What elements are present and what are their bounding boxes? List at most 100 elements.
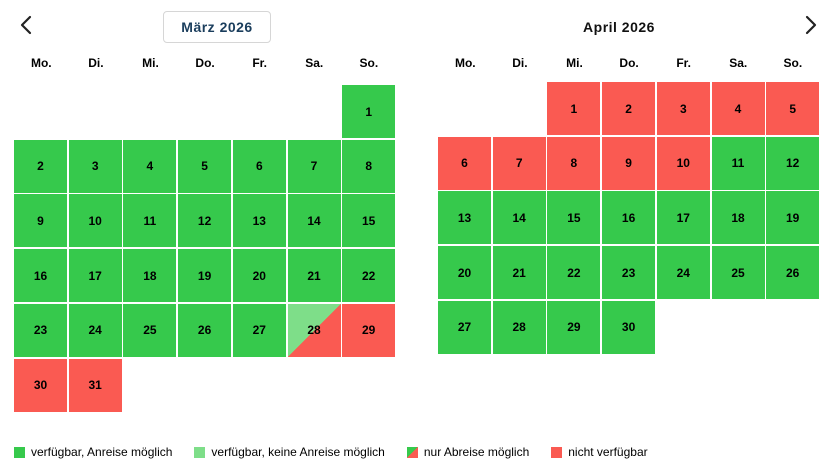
day-cell[interactable]: 20 bbox=[232, 249, 286, 303]
day-number: 7 bbox=[310, 159, 318, 174]
day-number: 16 bbox=[621, 210, 636, 225]
day-cell[interactable]: 8 bbox=[342, 139, 396, 193]
day-cell[interactable]: 16 bbox=[14, 249, 67, 303]
day-cell[interactable]: 6 bbox=[232, 139, 286, 193]
day-cell[interactable]: 14 bbox=[492, 191, 546, 245]
day-number: 15 bbox=[362, 213, 376, 228]
prev-month-button[interactable] bbox=[16, 14, 36, 36]
day-number: 11 bbox=[731, 156, 745, 171]
day-cell[interactable]: 2 bbox=[14, 139, 67, 193]
month-title-march[interactable]: März 2026 bbox=[163, 11, 271, 43]
day-number: 15 bbox=[567, 210, 581, 225]
day-cell[interactable]: 27 bbox=[232, 303, 286, 357]
legend-label: verfügbar, keine Anreise möglich bbox=[211, 445, 385, 459]
day-cell[interactable]: 10 bbox=[68, 194, 122, 248]
weekday-header-april: Mo. Di. Mi. Do. Fr. Sa. So. bbox=[438, 55, 820, 71]
day-cell[interactable]: 27 bbox=[438, 300, 491, 354]
day-number: 27 bbox=[252, 323, 266, 338]
day-number: 1 bbox=[570, 101, 578, 116]
day-cell[interactable]: 2 bbox=[602, 82, 656, 135]
day-cell[interactable]: 22 bbox=[342, 249, 396, 303]
day-number: 25 bbox=[143, 323, 157, 338]
day-cell[interactable]: 9 bbox=[602, 136, 656, 190]
day-cell[interactable]: 22 bbox=[547, 246, 601, 300]
day-cell[interactable]: 13 bbox=[232, 194, 286, 248]
chevron-left-icon bbox=[20, 15, 32, 35]
weekday-label: Fr. bbox=[252, 56, 267, 70]
day-cell[interactable]: 1 bbox=[547, 82, 601, 135]
day-cell[interactable]: 7 bbox=[492, 136, 546, 190]
day-cell[interactable]: 13 bbox=[438, 191, 491, 245]
day-cell[interactable]: 3 bbox=[68, 139, 122, 193]
weekday-label: Do. bbox=[619, 56, 639, 70]
day-cell[interactable]: 7 bbox=[287, 139, 341, 193]
day-cell[interactable]: 21 bbox=[287, 249, 341, 303]
day-cell[interactable]: 4 bbox=[711, 82, 765, 135]
day-cell[interactable]: 28 bbox=[492, 300, 546, 354]
day-number: 10 bbox=[88, 213, 102, 228]
day-cell[interactable]: 26 bbox=[766, 246, 820, 300]
day-cell[interactable]: 25 bbox=[711, 246, 765, 300]
weekday-label: Fr. bbox=[676, 56, 691, 70]
day-number: 4 bbox=[734, 101, 742, 116]
day-cell[interactable]: 30 bbox=[14, 358, 67, 412]
day-number: 8 bbox=[570, 156, 578, 171]
day-number: 18 bbox=[143, 268, 157, 283]
day-cell[interactable]: 19 bbox=[766, 191, 820, 245]
day-cell[interactable]: 24 bbox=[68, 303, 122, 357]
day-cell[interactable]: 15 bbox=[547, 191, 601, 245]
day-cell[interactable]: 4 bbox=[123, 139, 177, 193]
day-cell[interactable]: 17 bbox=[656, 191, 710, 245]
day-number: 28 bbox=[307, 323, 321, 338]
day-cell[interactable]: 25 bbox=[123, 303, 177, 357]
day-cell[interactable]: 11 bbox=[711, 136, 765, 190]
day-number: 5 bbox=[201, 159, 208, 174]
day-number: 19 bbox=[197, 268, 212, 283]
legend-swatch bbox=[406, 446, 418, 458]
legend-label: nicht verfügbar bbox=[568, 445, 648, 459]
day-cell[interactable]: 15 bbox=[342, 194, 396, 248]
day-number: 29 bbox=[362, 323, 376, 338]
day-cell[interactable]: 5 bbox=[178, 139, 232, 193]
weekday-label: Mi. bbox=[142, 56, 159, 70]
day-number: 25 bbox=[731, 265, 745, 280]
day-number: 26 bbox=[786, 265, 800, 280]
day-cell[interactable]: 10 bbox=[656, 136, 710, 190]
day-cell[interactable]: 21 bbox=[492, 246, 546, 300]
day-cell[interactable]: 26 bbox=[178, 303, 232, 357]
day-cell[interactable]: 9 bbox=[14, 194, 67, 248]
day-cell[interactable]: 30 bbox=[602, 300, 656, 354]
day-cell[interactable]: 11 bbox=[123, 194, 177, 248]
day-cell[interactable]: 12 bbox=[178, 194, 232, 248]
day-cell[interactable]: 24 bbox=[656, 246, 710, 300]
day-number: 12 bbox=[786, 156, 800, 171]
day-cell[interactable]: 18 bbox=[123, 249, 177, 303]
day-cell[interactable]: 1 bbox=[342, 85, 396, 138]
day-cell[interactable]: 5 bbox=[766, 82, 820, 135]
day-cell[interactable]: 23 bbox=[14, 303, 67, 357]
day-cell[interactable]: 6 bbox=[438, 136, 491, 190]
day-cell[interactable]: 14 bbox=[287, 194, 341, 248]
next-month-button[interactable] bbox=[801, 14, 821, 36]
day-cell[interactable]: 29 bbox=[342, 303, 396, 357]
legend-item-no-arrival: verfügbar, keine Anreise möglich bbox=[194, 445, 385, 459]
day-cell[interactable]: 3 bbox=[656, 82, 710, 135]
day-cell[interactable]: 29 bbox=[547, 300, 601, 354]
legend-item-available: verfügbar, Anreise möglich bbox=[14, 445, 172, 459]
day-cell[interactable]: 12 bbox=[766, 136, 820, 190]
day-cell[interactable]: 28 bbox=[287, 303, 341, 357]
day-number: 24 bbox=[676, 265, 690, 280]
day-cell[interactable]: 18 bbox=[711, 191, 765, 245]
day-cell[interactable]: 17 bbox=[68, 249, 122, 303]
day-cell[interactable]: 16 bbox=[602, 191, 656, 245]
day-number: 5 bbox=[789, 101, 797, 116]
day-cell[interactable]: 8 bbox=[547, 136, 601, 190]
day-number: 13 bbox=[457, 210, 472, 225]
day-number: 17 bbox=[88, 268, 102, 283]
day-number: 19 bbox=[786, 210, 800, 225]
day-cell[interactable]: 19 bbox=[178, 249, 232, 303]
day-cell[interactable]: 31 bbox=[68, 358, 122, 412]
day-cell[interactable]: 23 bbox=[602, 246, 656, 300]
day-cell[interactable]: 20 bbox=[438, 246, 491, 300]
day-number: 10 bbox=[676, 156, 690, 171]
